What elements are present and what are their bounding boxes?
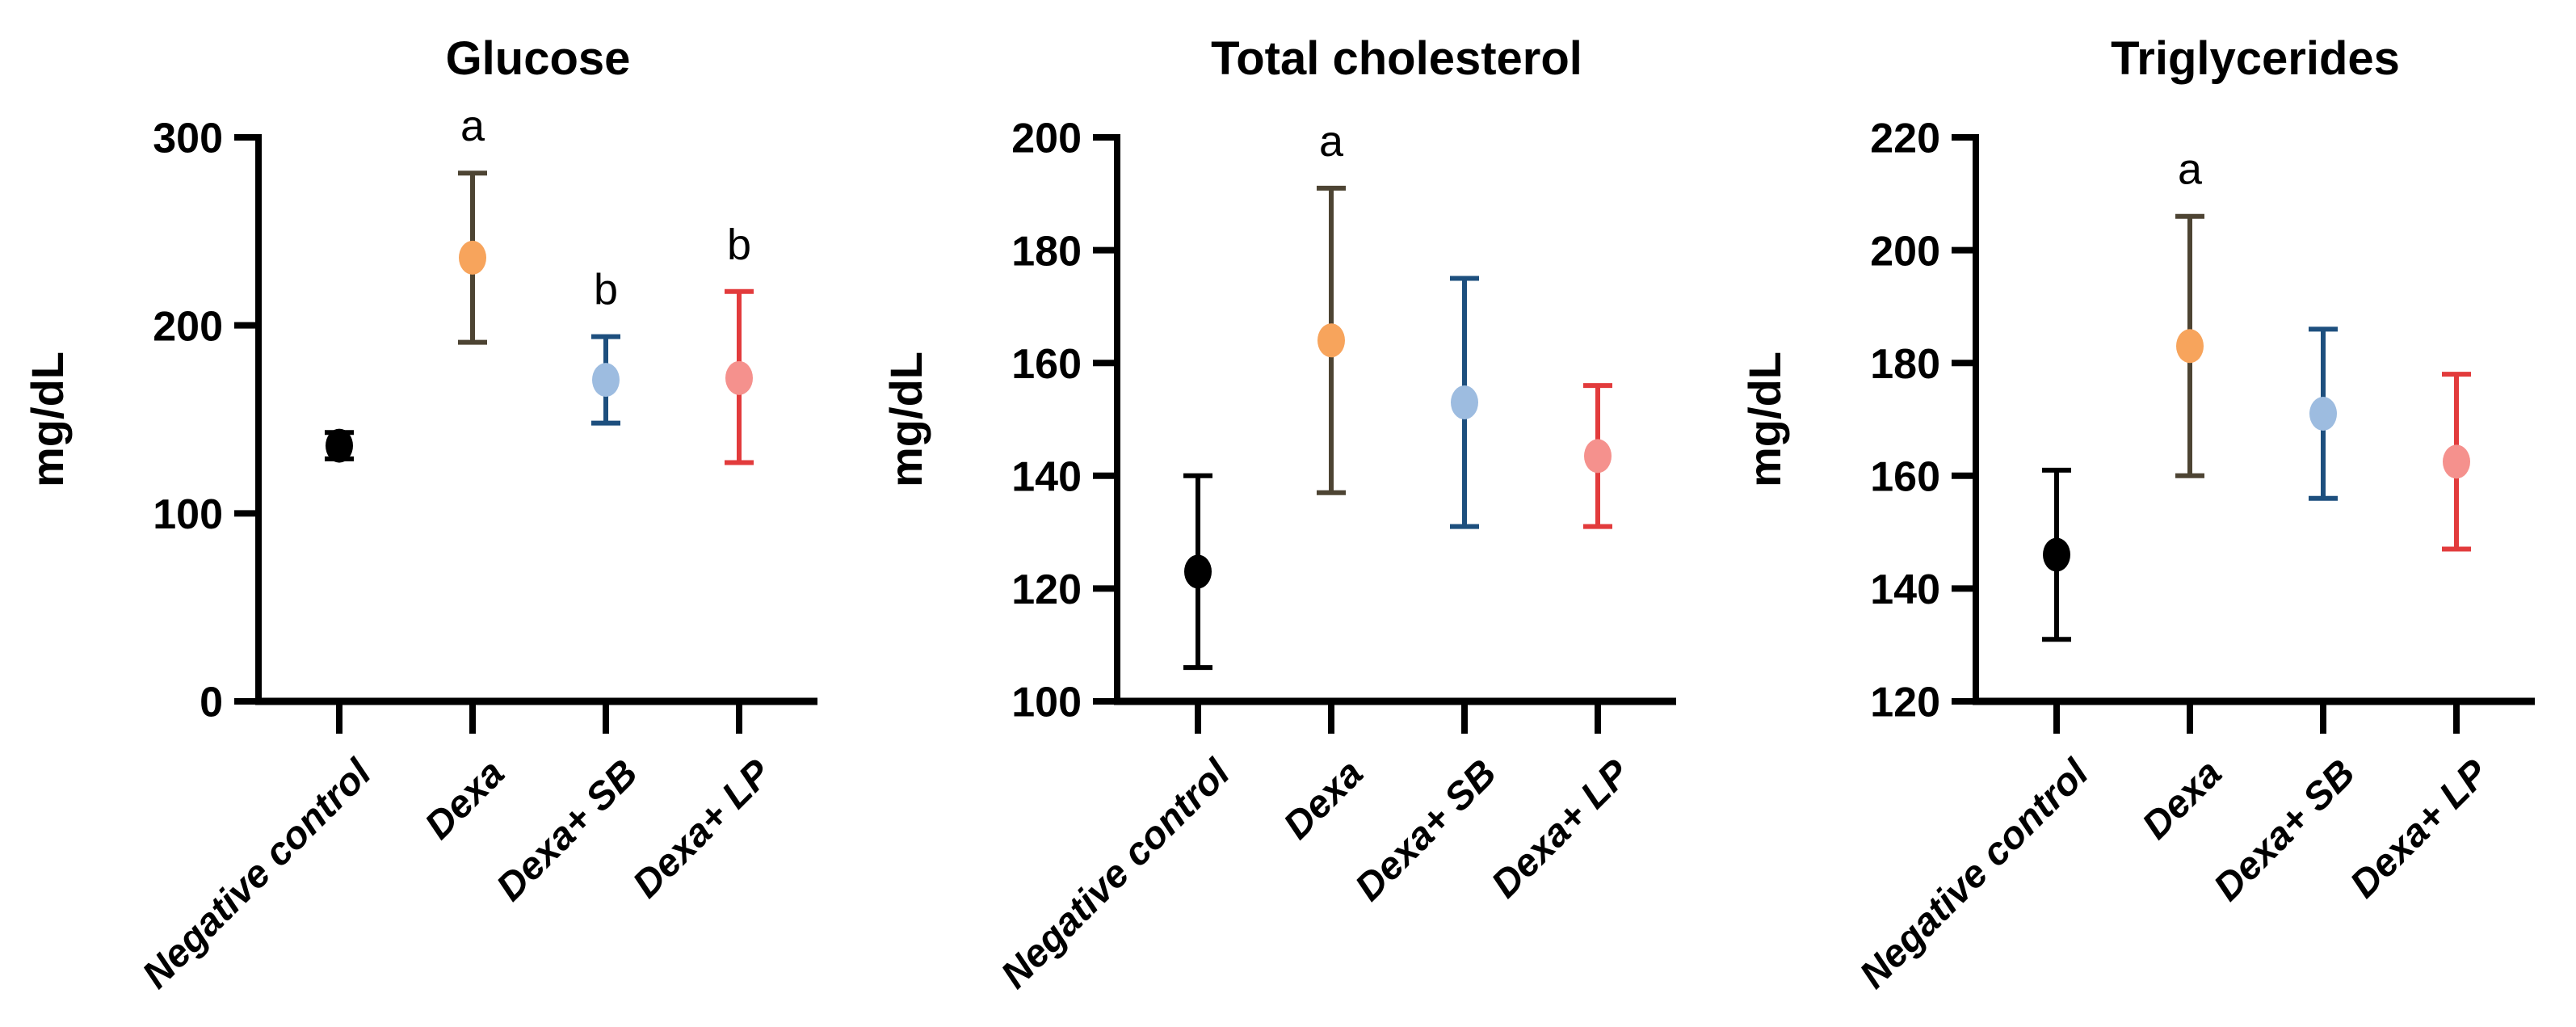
data-point-marker	[2309, 397, 2337, 431]
category-label: Dexa+ LP	[1484, 751, 1639, 907]
data-point-marker	[326, 428, 353, 463]
category-label: Dexa+ SB	[1347, 751, 1505, 909]
category-label: Negative control	[1851, 751, 2098, 997]
y-axis-title: mg/dL	[1739, 351, 1790, 487]
y-tick-label: 120	[1011, 566, 1082, 613]
category-label: Dexa	[417, 751, 513, 848]
y-tick-label: 300	[153, 116, 223, 162]
y-tick-label: 100	[1011, 680, 1082, 726]
data-point-marker	[2043, 537, 2070, 572]
significance-letter: b	[727, 221, 751, 269]
y-tick-label: 200	[1011, 116, 1082, 162]
y-tick-label: 180	[1011, 228, 1082, 275]
category-label: Negative control	[993, 751, 1239, 997]
category-label: Dexa	[2134, 751, 2230, 848]
data-point-marker	[1451, 385, 1478, 420]
data-point-marker	[1317, 323, 1345, 358]
category-label: Dexa+ LP	[625, 751, 780, 907]
data-point-marker	[725, 360, 753, 395]
y-tick-label: 220	[1870, 116, 1940, 162]
y-axis-title: mg/dL	[880, 351, 931, 487]
panel-total-cholesterol: Total cholesterol mg/dL 100 120 140 160 180 200…	[880, 32, 1676, 997]
data-point-marker	[459, 240, 486, 275]
data-point-marker	[592, 363, 620, 398]
y-tick-label: 200	[1870, 228, 1940, 275]
category-label: Dexa+ SB	[2206, 751, 2364, 909]
significance-letter: a	[460, 102, 485, 150]
y-tick-label: 160	[1870, 454, 1940, 501]
panel-title: Total cholesterol	[1211, 32, 1582, 85]
category-label: Dexa+ SB	[489, 751, 646, 909]
y-tick-label: 200	[153, 303, 223, 350]
data-point-marker	[1184, 554, 1212, 589]
y-tick-label: 120	[1870, 680, 1940, 726]
y-tick-label: 0	[200, 680, 223, 726]
panel-glucose: Glucose mg/dL 0 100 200 300 Negative control De…	[22, 32, 817, 997]
panel-title: Triglycerides	[2111, 32, 2400, 85]
panel-triglycerides: Triglycerides mg/dL 120 140 160 180 200 220 Nega…	[1739, 32, 2535, 997]
y-tick-label: 180	[1870, 341, 1940, 388]
y-tick-label: 160	[1011, 341, 1082, 388]
y-tick-label: 100	[153, 491, 223, 538]
significance-letter: b	[594, 266, 618, 314]
significance-letter: a	[1319, 117, 1344, 166]
category-label: Negative control	[134, 751, 380, 997]
category-label: Dexa+ LP	[2343, 751, 2498, 907]
data-point-marker	[2443, 444, 2470, 479]
panel-title: Glucose	[446, 32, 631, 85]
data-point-marker	[2176, 329, 2204, 364]
data-point-marker	[1584, 439, 1612, 474]
category-label: Dexa	[1275, 751, 1372, 848]
y-tick-label: 140	[1011, 454, 1082, 501]
significance-letter: a	[2178, 145, 2203, 194]
y-axis-title: mg/dL	[22, 351, 73, 487]
y-tick-label: 140	[1870, 566, 1940, 613]
